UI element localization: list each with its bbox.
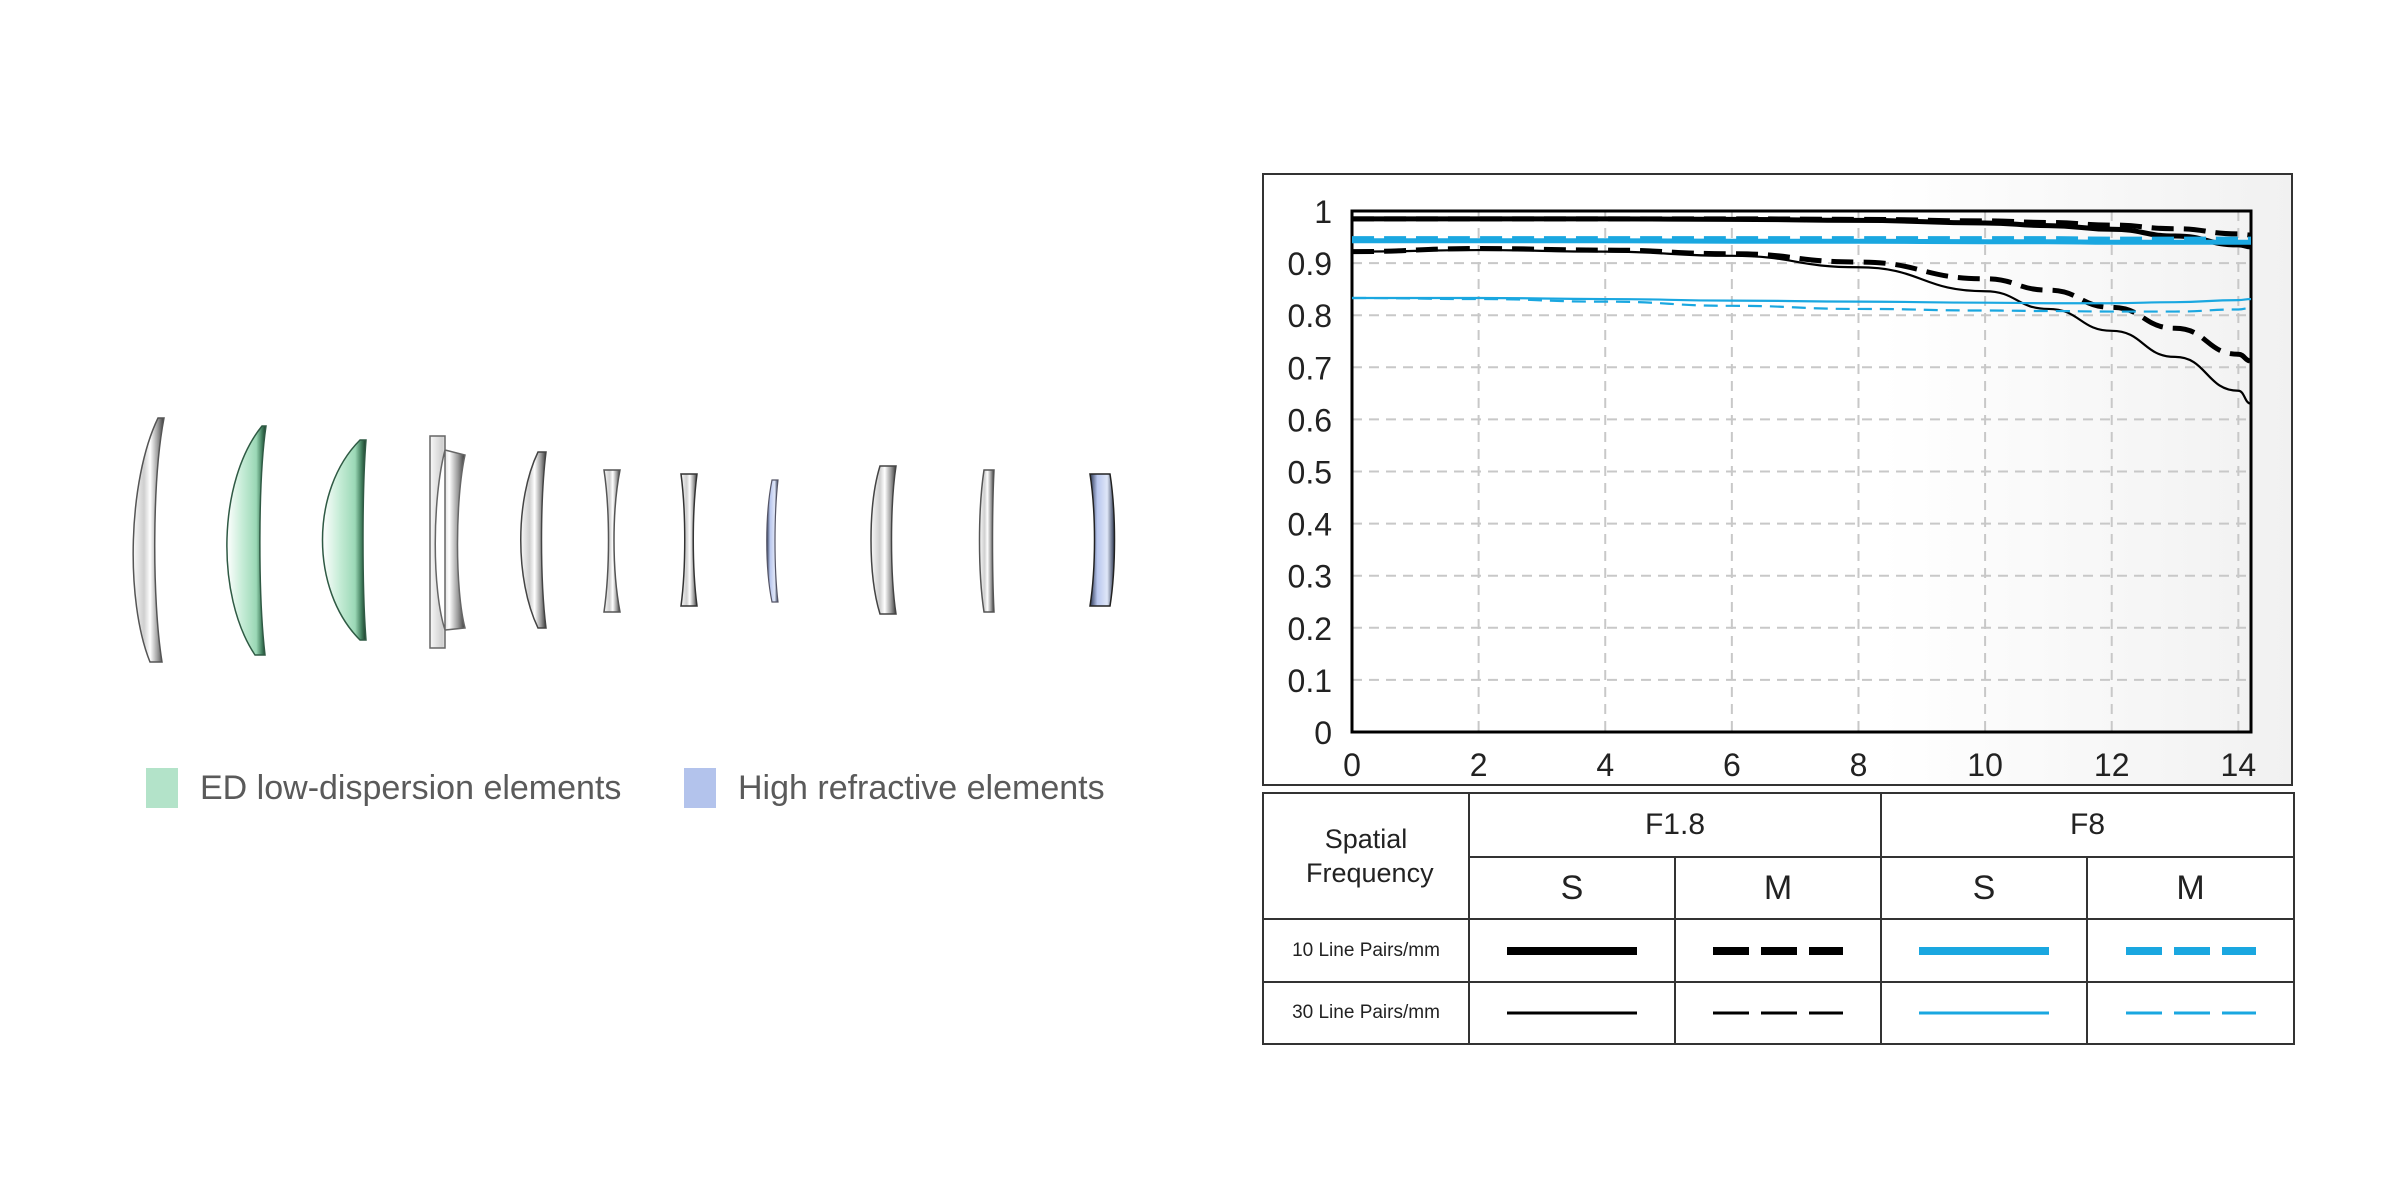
legend-ed: ED low-dispersion elements xyxy=(146,768,621,808)
lens-element-11 xyxy=(1089,473,1116,607)
lens-element-8 xyxy=(766,479,779,603)
x-tick-label: 6 xyxy=(1723,747,1741,783)
y-tick-label: 0.6 xyxy=(1288,402,1332,438)
aperture-f18-header: F1.8 xyxy=(1468,792,1882,858)
y-tick-label: 0.1 xyxy=(1288,663,1332,699)
y-tick-label: 0.5 xyxy=(1288,455,1332,491)
lens-element-2 xyxy=(226,425,267,656)
legend-hr-label: High refractive elements xyxy=(738,768,1105,807)
f8-meridional-header: M xyxy=(2085,856,2296,920)
legend-ed-label: ED low-dispersion elements xyxy=(200,768,622,807)
sample-f18-m-10 xyxy=(1674,918,1882,983)
lens-element-10 xyxy=(978,469,995,613)
lens-element-4 xyxy=(429,435,466,649)
lens-element-3 xyxy=(321,439,367,641)
sample-f18-s-10 xyxy=(1468,918,1676,983)
y-tick-label: 0.4 xyxy=(1288,507,1332,543)
lens-element-7 xyxy=(680,473,698,607)
mtf-series-F8-S-30 xyxy=(1352,296,2252,305)
y-tick-label: 0.7 xyxy=(1288,350,1332,386)
mtf-series-F18-M-30 xyxy=(1351,246,2252,364)
x-tick-label: 2 xyxy=(1470,747,1488,783)
mtf-series-F18-S-30 xyxy=(1351,248,2252,405)
y-tick-label: 1 xyxy=(1314,194,1332,230)
mtf-legend-table: Spatial Frequency F1.8 F8 S M S M 10 Lin… xyxy=(1262,792,2296,1045)
x-tick-label: 14 xyxy=(2221,747,2257,783)
sample-f8-s-10 xyxy=(1880,918,2088,983)
mtf-series-F18-M-10 xyxy=(1352,216,2252,238)
aperture-f8-header: F8 xyxy=(1879,792,2296,858)
lens-diagram: ED low-dispersion elements High refracti… xyxy=(132,417,1116,808)
mtf-plot: 00.10.20.30.40.50.60.70.80.910 2 4 6 8 10 12 14 xyxy=(1288,194,2257,783)
mtf-chart: 0 0.1 0.2 0.3 0.4 0.5 0.6 0.7 0.8 0.9 1 0 2 4 6 8 10 12 14 xyxy=(1262,173,2293,786)
sample-f8-m-30 xyxy=(2085,981,2296,1045)
sample-f18-m-30 xyxy=(1674,981,1882,1045)
lens-element-1 xyxy=(132,417,165,663)
mtf-series-F8-M-10 xyxy=(1352,236,2251,242)
x-tick-label: 12 xyxy=(2094,747,2130,783)
row-30lp-label: 30 Line Pairs/mm xyxy=(1262,981,1470,1045)
lens-element-6 xyxy=(603,469,621,613)
sample-f8-m-10 xyxy=(2085,918,2296,983)
ed-swatch xyxy=(146,768,178,808)
y-tick-label: 0.2 xyxy=(1288,611,1332,647)
sample-f18-s-30 xyxy=(1468,981,1676,1045)
y-tick-label: 0 xyxy=(1314,715,1332,751)
row-10lp-label: 10 Line Pairs/mm xyxy=(1262,918,1470,983)
mtf-series-F8-M-30 xyxy=(1351,296,2252,313)
hr-swatch xyxy=(684,768,716,808)
plot-frame xyxy=(1350,209,2253,734)
lens-element-5 xyxy=(520,451,547,629)
lens-element-9 xyxy=(870,465,897,615)
y-tick-label: 0.3 xyxy=(1288,559,1332,595)
x-tick-label: 8 xyxy=(1850,747,1868,783)
spatial-frequency-header: Spatial Frequency xyxy=(1262,792,1470,920)
legend-high-refractive: High refractive elements xyxy=(684,768,1105,808)
lens-elements xyxy=(132,417,1116,663)
x-tick-label: 4 xyxy=(1596,747,1614,783)
sample-f8-s-30 xyxy=(1880,981,2088,1045)
f18-sagittal-header: S xyxy=(1468,856,1676,920)
f8-sagittal-header: S xyxy=(1880,856,2088,920)
x-tick-label: 0 xyxy=(1343,747,1361,783)
x-tick-label: 10 xyxy=(1967,747,2003,783)
f18-meridional-header: M xyxy=(1674,856,1882,920)
y-tick-label: 0.9 xyxy=(1288,246,1332,282)
y-tick-label: 0.8 xyxy=(1288,298,1332,334)
